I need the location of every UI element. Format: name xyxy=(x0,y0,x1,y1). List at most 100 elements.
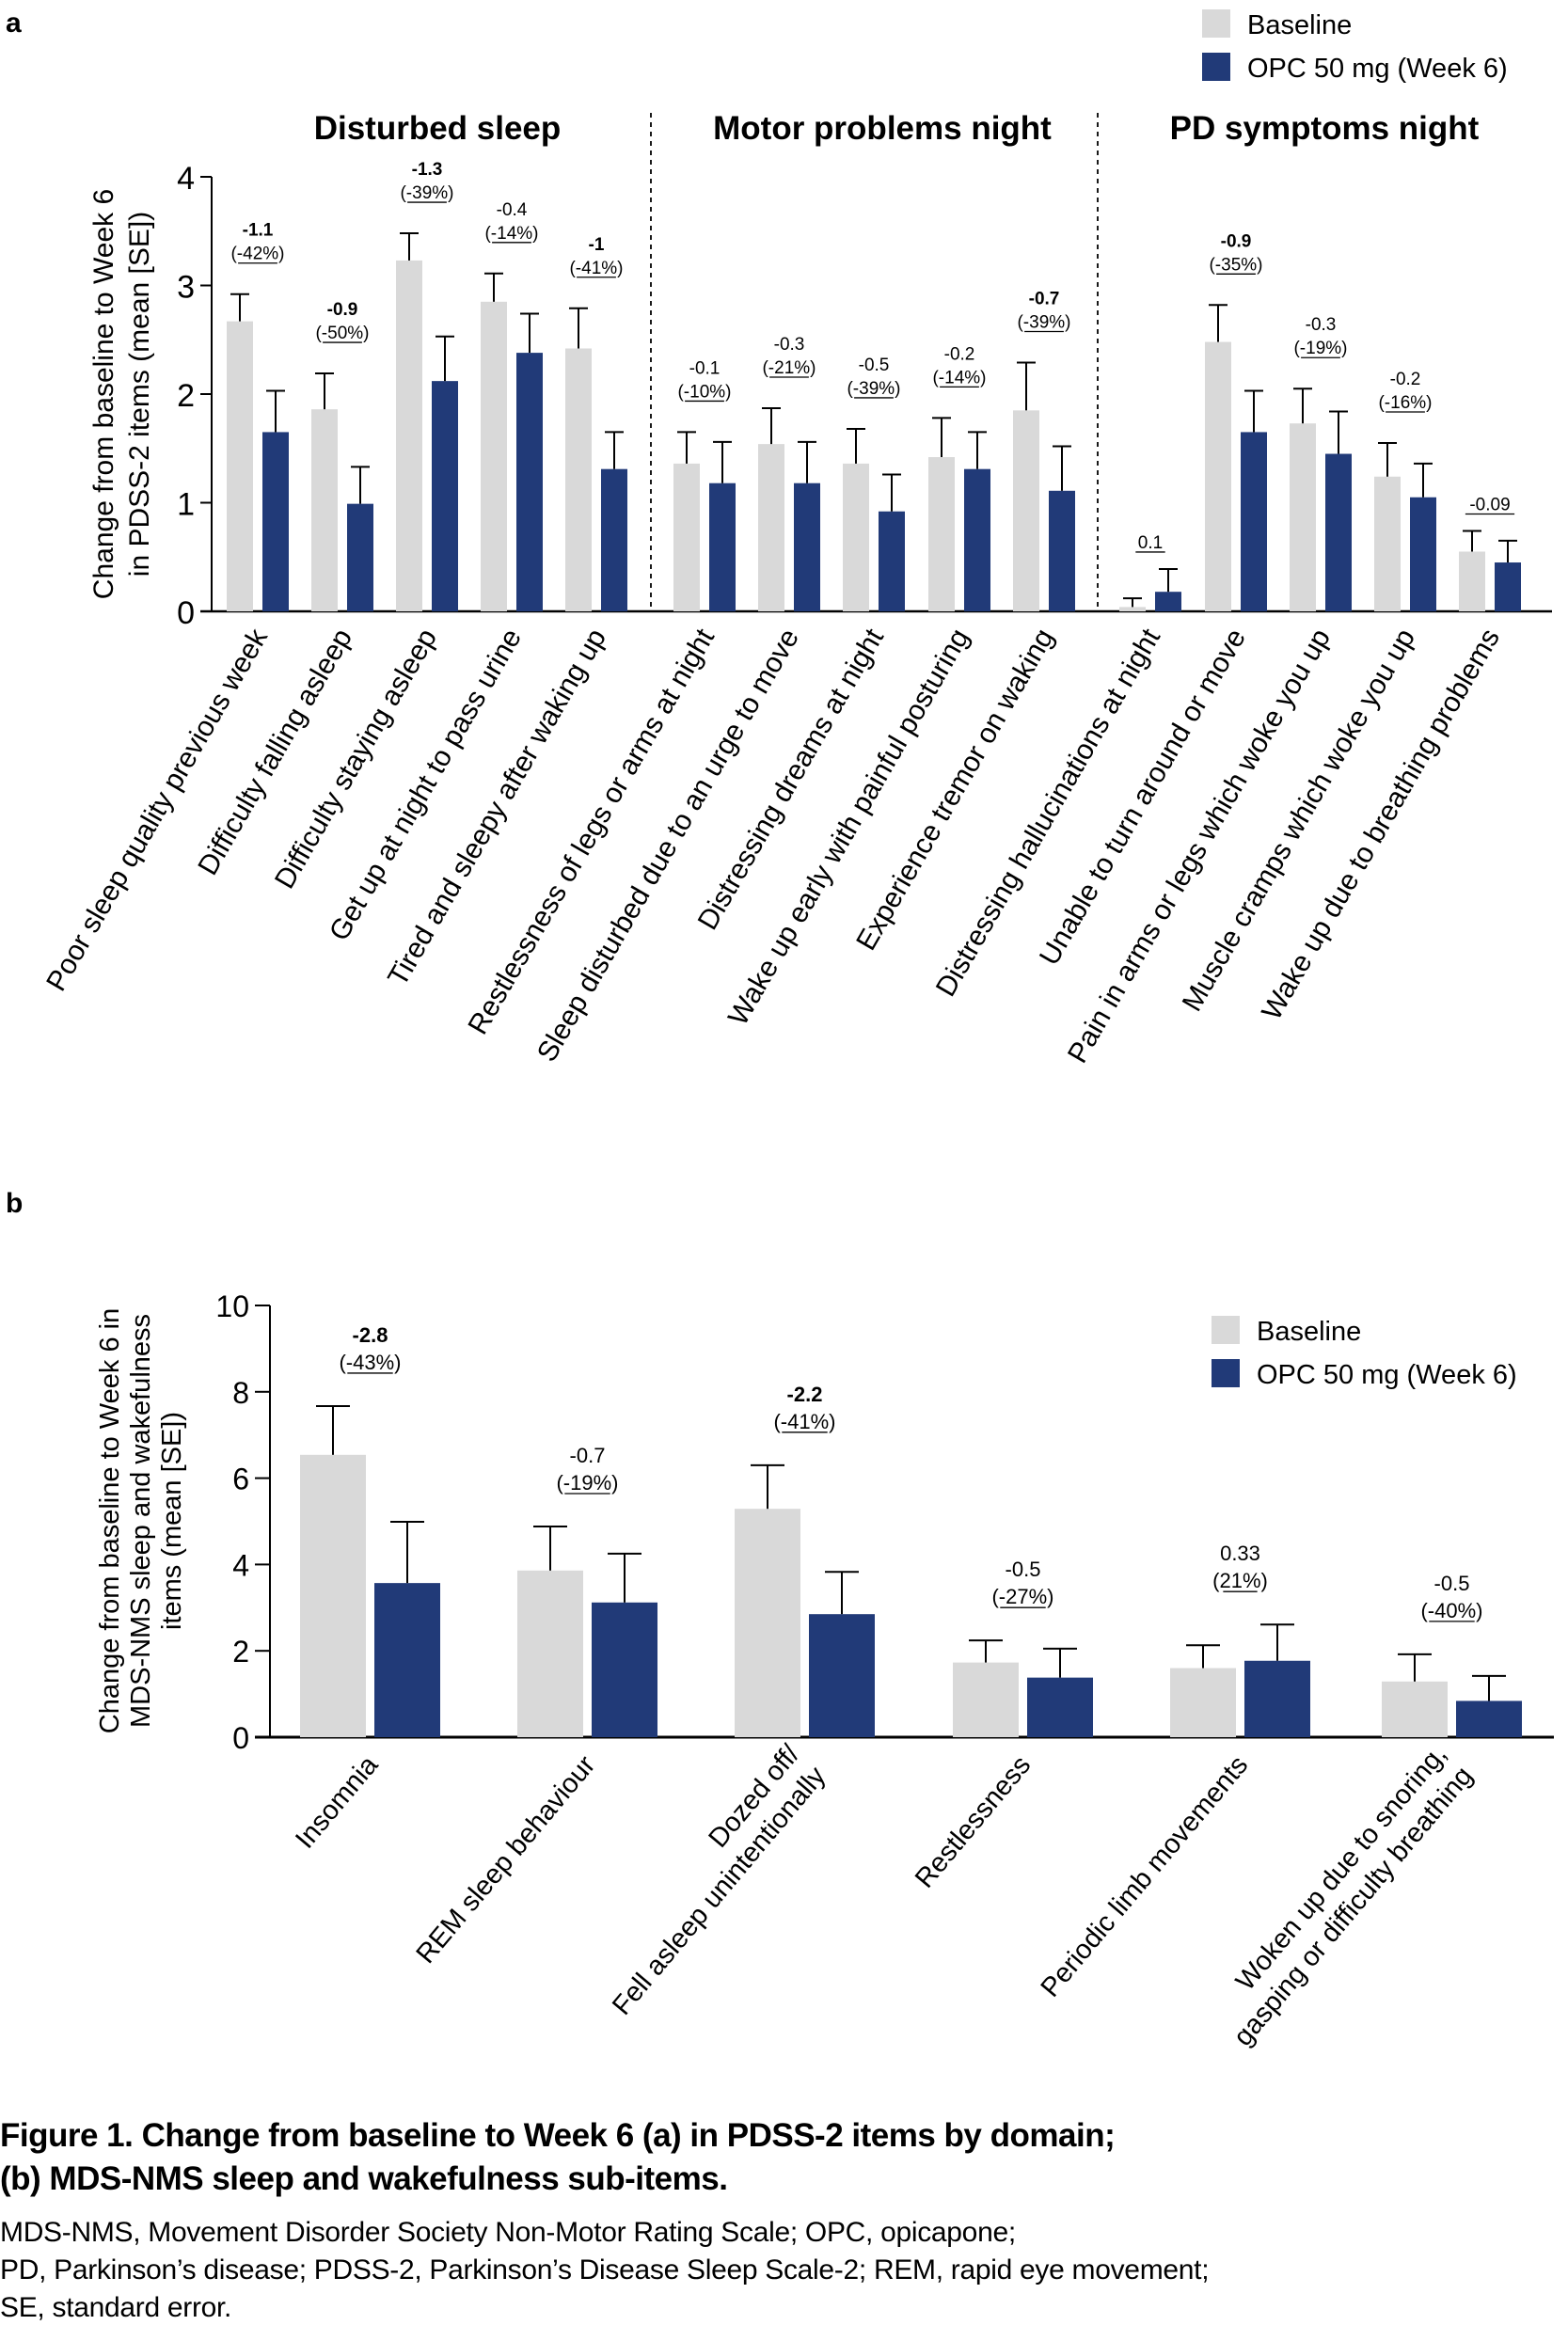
y-axis-label-line: Change from baseline to Week 6 xyxy=(88,189,119,599)
y-axis-label: Change from baseline to Week 6 inMDS-NMS… xyxy=(95,1308,187,1733)
change-label: -2.2 xyxy=(787,1383,823,1406)
y-axis-label-line: items (mean [SE]) xyxy=(157,1412,187,1630)
bar-opc xyxy=(1049,490,1075,611)
bar-opc xyxy=(1325,453,1352,611)
y-tick-label: 8 xyxy=(232,1376,249,1410)
legend-swatch-0 xyxy=(1202,9,1230,38)
bar-baseline xyxy=(953,1662,1019,1737)
percent-label: (-40%) xyxy=(1420,1599,1482,1622)
bar-baseline xyxy=(1013,410,1039,611)
percent-label: (-19%) xyxy=(1293,339,1347,358)
percent-label: (-39%) xyxy=(400,183,453,203)
domain-heading: Motor problems night xyxy=(713,110,1052,147)
category-label: Difficulty falling asleep xyxy=(192,624,358,880)
category-label: Restlessness xyxy=(910,1750,1037,1894)
change-label: -0.3 xyxy=(774,335,805,355)
bar-baseline xyxy=(396,260,422,611)
bar-opc xyxy=(809,1614,875,1737)
category-label: Periodic limb movements xyxy=(1036,1750,1255,2003)
bar-baseline xyxy=(300,1454,366,1737)
bar-baseline xyxy=(1382,1681,1448,1737)
bar-opc xyxy=(879,511,905,611)
legend-swatch-1 xyxy=(1202,53,1230,81)
category-label: Difficulty staying asleep xyxy=(269,624,443,894)
category-label: REM sleep behaviour xyxy=(411,1750,602,1969)
bar-baseline xyxy=(758,444,784,611)
change-label: 0.33 xyxy=(1220,1542,1260,1565)
percent-label: (-21%) xyxy=(762,358,816,378)
bar-opc xyxy=(1456,1700,1522,1737)
change-label: -2.8 xyxy=(353,1323,388,1347)
bar-baseline xyxy=(1290,423,1316,611)
change-label: -0.2 xyxy=(1390,370,1421,389)
y-tick-label: 10 xyxy=(215,1289,249,1323)
change-label: 0.1 xyxy=(1138,533,1163,553)
y-tick-label: 0 xyxy=(232,1721,249,1755)
bar-opc xyxy=(432,381,458,611)
category-label-line: REM sleep behaviour xyxy=(411,1750,602,1969)
legend-label-1: OPC 50 mg (Week 6) xyxy=(1247,54,1508,84)
change-label: -0.7 xyxy=(570,1444,606,1467)
change-label: -0.9 xyxy=(1221,231,1252,251)
bar-baseline xyxy=(227,321,253,611)
percent-label: (-41%) xyxy=(569,259,623,278)
bar-opc xyxy=(964,468,990,611)
legend-label-0: Baseline xyxy=(1247,10,1352,40)
change-label: -0.7 xyxy=(1029,290,1060,309)
change-label: -0.5 xyxy=(859,356,890,375)
category-label-line: Restlessness xyxy=(910,1750,1037,1894)
bar-opc xyxy=(601,468,627,611)
bar-opc xyxy=(262,432,289,611)
change-label: -0.4 xyxy=(497,200,528,220)
panel-b-label: b xyxy=(6,1188,24,1219)
bar-baseline xyxy=(517,1570,583,1737)
bar-opc xyxy=(1155,592,1181,611)
bar-opc xyxy=(794,482,820,611)
y-tick-label: 6 xyxy=(232,1463,249,1496)
caption-abbreviations-line-1: MDS-NMS, Movement Disorder Society Non-M… xyxy=(0,2217,1016,2248)
y-tick-label: 3 xyxy=(177,270,195,306)
bar-opc xyxy=(1027,1677,1093,1737)
percent-label: (-43%) xyxy=(339,1351,401,1374)
bar-baseline xyxy=(481,301,507,611)
caption-abbreviations-line-3: SE, standard error. xyxy=(0,2292,232,2323)
percent-label: (-14%) xyxy=(932,368,986,388)
y-tick-label: 0 xyxy=(177,595,195,631)
caption-abbreviations-line-2: PD, Parkinson’s disease; PDSS-2, Parkins… xyxy=(0,2254,1210,2286)
legend-swatch-1 xyxy=(1212,1359,1240,1387)
percent-label: (-27%) xyxy=(991,1585,1053,1608)
bar-baseline xyxy=(1119,607,1146,611)
change-label: -0.2 xyxy=(944,344,975,364)
y-axis-label-line: in PDSS-2 items (mean [SE]) xyxy=(124,212,155,577)
legend-label-1: OPC 50 mg (Week 6) xyxy=(1257,1360,1517,1390)
y-axis-label-line: MDS-NMS sleep and wakefulness xyxy=(126,1314,156,1728)
percent-label: (-10%) xyxy=(677,382,731,402)
bar-opc xyxy=(516,353,543,611)
percent-label: (-35%) xyxy=(1209,255,1262,275)
panel-a-label: a xyxy=(6,8,22,39)
category-label: Insomnia xyxy=(290,1749,385,1854)
bar-opc xyxy=(1495,562,1521,611)
legend-label-0: Baseline xyxy=(1257,1317,1361,1347)
percent-label: (-42%) xyxy=(230,245,284,264)
bar-opc xyxy=(347,503,373,611)
bar-opc xyxy=(709,482,736,611)
figure-caption: Figure 1. Change from baseline to Week 6… xyxy=(0,2114,1568,2327)
bar-baseline xyxy=(928,456,955,611)
percent-label: (-39%) xyxy=(1017,313,1070,333)
change-label: -0.9 xyxy=(327,300,358,320)
percent-label: (21%) xyxy=(1212,1569,1268,1592)
caption-title-line-2: (b) MDS-NMS sleep and wakefulness sub-it… xyxy=(0,2160,728,2197)
bar-baseline xyxy=(1374,476,1401,611)
change-label: -1.3 xyxy=(412,160,443,180)
bar-baseline xyxy=(843,463,869,611)
change-label: -0.3 xyxy=(1306,315,1337,335)
figure-canvas: 0 1 2 3 4 Change from baseline to Week 6 in PD… xyxy=(40,9,1554,2052)
domain-heading: Disturbed sleep xyxy=(314,110,562,147)
y-tick-label: 2 xyxy=(232,1635,249,1669)
change-label: -0.5 xyxy=(1006,1558,1041,1581)
y-axis-label-line: Change from baseline to Week 6 in xyxy=(95,1308,125,1733)
bar-baseline xyxy=(565,348,592,611)
y-tick-label: 4 xyxy=(232,1548,249,1582)
change-label: -0.1 xyxy=(689,358,721,378)
